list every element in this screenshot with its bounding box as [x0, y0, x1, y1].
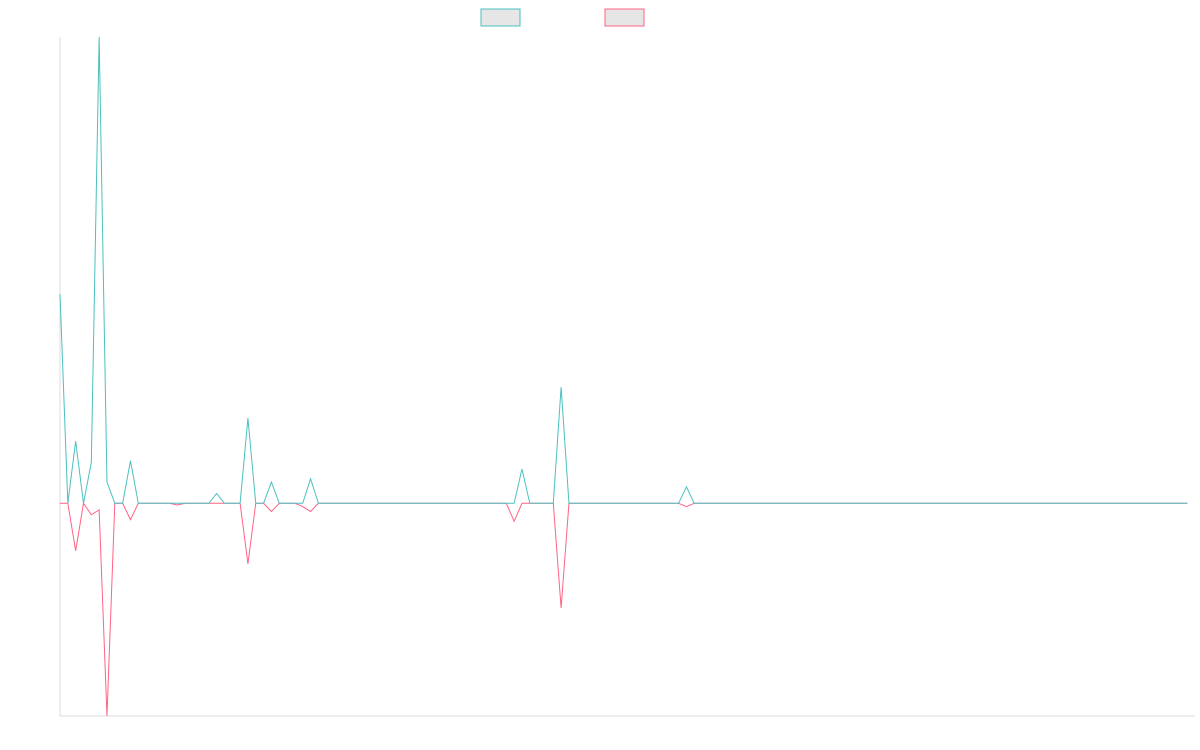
legend-swatch-1[interactable] [480, 8, 521, 27]
series-line-1 [59, 36, 1188, 504]
legend-swatch-2[interactable] [604, 8, 645, 27]
series-line-2 [60, 501, 1188, 717]
